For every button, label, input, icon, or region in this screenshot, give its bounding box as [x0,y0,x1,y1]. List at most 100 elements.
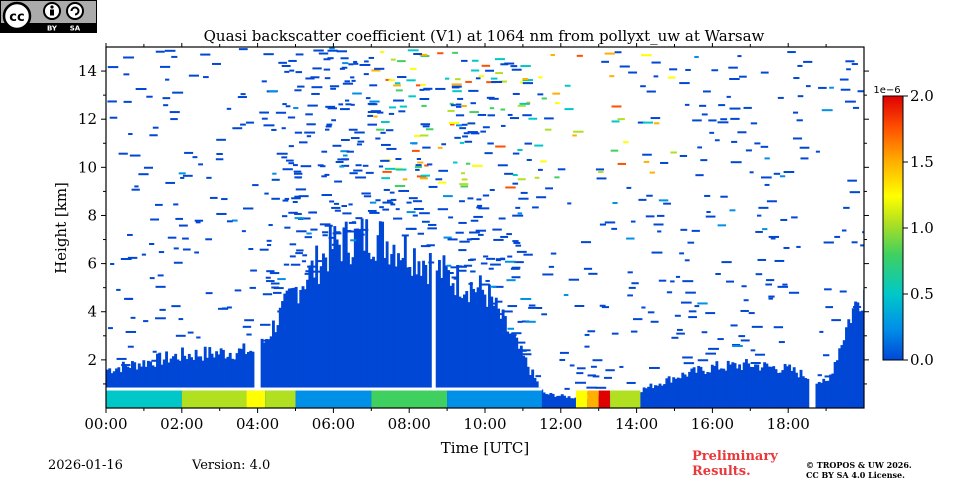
backscatter-cell [647,386,651,408]
backscatter-cell [301,260,307,263]
backscatter-cell [567,396,571,408]
backscatter-cell [427,223,437,226]
backscatter-cell [470,102,476,105]
backscatter-cell [572,398,576,408]
backscatter-cell [325,105,336,108]
backscatter-cell [604,221,616,224]
backscatter-cell [512,152,520,155]
y-tick-label: 8 [87,206,97,224]
backscatter-cell [385,78,392,81]
backscatter-cell [768,235,780,238]
backscatter-cell [324,257,328,408]
backscatter-cell [745,149,752,152]
backscatter-cell [559,351,569,354]
backscatter-cell [650,117,661,120]
backscatter-cell [421,220,430,223]
backscatter-cell [697,146,703,149]
backscatter-cell [669,68,678,71]
backscatter-cell [375,199,381,202]
backscatter-cell [488,267,494,270]
backscatter-cell [282,103,287,106]
backscatter-cell [583,267,593,270]
backscatter-cell [275,111,287,114]
backscatter-cell [419,97,430,100]
backscatter-cell [438,259,441,408]
backscatter-cell [383,188,390,191]
backscatter-cell [426,284,430,408]
backscatter-cell [442,255,446,408]
backscatter-cell [153,366,157,408]
backscatter-cell [452,90,462,93]
backscatter-cell [407,49,419,52]
backscatter-cell [688,310,697,313]
backscatter-cell [361,192,371,195]
backscatter-cell [730,161,742,164]
x-tick-label: 04:00 [236,415,279,433]
backscatter-cell [215,351,219,408]
backscatter-cell [364,60,369,63]
backscatter-cell [217,354,221,408]
backscatter-cell [461,178,468,181]
backscatter-cell [654,385,657,408]
backscatter-cell [363,73,369,76]
backscatter-cell [411,149,420,152]
backscatter-cell [568,278,580,281]
backscatter-cell [517,320,523,323]
backscatter-cell [663,384,667,408]
backscatter-cell [476,287,480,408]
backscatter-cell [192,359,196,408]
backscatter-cell [408,95,416,98]
backscatter-cell [518,197,529,200]
backscatter-cell [160,364,164,408]
backscatter-cell [420,245,431,248]
backscatter-cell [849,323,853,408]
backscatter-cell [573,130,584,133]
backscatter-cell [397,253,400,408]
backscatter-cell [446,264,452,267]
backscatter-cell [491,80,503,83]
backscatter-cell [357,140,365,143]
backscatter-cell [171,55,178,58]
backscatter-cell [385,241,389,408]
backscatter-cell [733,363,737,408]
backscatter-cell [468,282,473,285]
backscatter-cell [156,353,159,408]
backscatter-cell [110,263,115,266]
backscatter-cell [178,224,188,227]
backscatter-cell [726,95,731,98]
backscatter-cell [825,306,834,309]
backscatter-cell [376,111,384,114]
backscatter-cell [663,202,671,205]
backscatter-cell [184,151,194,154]
backscatter-cell [242,343,246,408]
backscatter-cell [401,234,409,237]
backscatter-cell [574,381,586,384]
backscatter-cell [330,87,336,90]
backscatter-cell [390,203,396,206]
backscatter-cell [499,318,503,408]
backscatter-cell [151,365,155,408]
backscatter-cell [295,53,304,56]
backscatter-cell [792,367,796,408]
backscatter-cell [435,178,443,181]
backscatter-cell [285,105,291,108]
colorbar-tick-label: 0.5 [910,285,934,303]
backscatter-cell [378,165,384,168]
backscatter-cell [281,301,284,408]
backscatter-cell [701,113,708,116]
backscatter-cell [550,53,555,56]
backscatter-cell [415,84,421,87]
backscatter-cell [321,150,328,153]
backscatter-cell [118,152,128,155]
backscatter-cell [333,231,341,234]
backscatter-cell [367,114,374,117]
backscatter-cell [667,76,676,79]
backscatter-cell [765,283,773,286]
backscatter-cell [271,178,280,181]
backscatter-cell [617,162,627,165]
backscatter-cell [387,264,391,408]
backscatter-cell [642,121,654,124]
backscatter-cell [362,164,369,167]
backscatter-cell [215,158,224,161]
backscatter-cell [323,58,331,61]
